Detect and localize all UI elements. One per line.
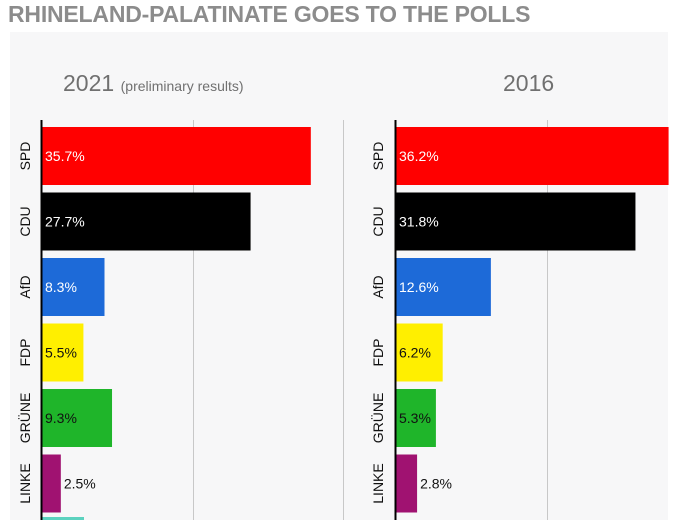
chart-2016-title: 2016 [503, 70, 554, 97]
category-label-linke: LINKE [370, 463, 386, 503]
bar-fdp [396, 323, 443, 382]
value-label-gruene: 5.3% [399, 410, 431, 426]
bar-partial-next [42, 517, 84, 520]
bar-afd [396, 258, 491, 316]
value-label-gruene: 9.3% [45, 410, 77, 426]
value-label-cdu: 31.8% [399, 214, 439, 230]
bar-spd [396, 127, 669, 185]
category-label-linke: LINKE [17, 463, 33, 503]
category-label-cdu: CDU [17, 206, 33, 236]
value-label-linke: 2.8% [420, 476, 452, 492]
category-label-spd: SPD [17, 142, 33, 171]
bar-afd [42, 258, 105, 316]
bar-spd [42, 127, 311, 185]
page-title: RHINELAND-PALATINATE GOES TO THE POLLS [8, 1, 531, 27]
category-label-spd: SPD [370, 142, 386, 171]
bar-cdu [396, 192, 636, 251]
category-label-afd: AfD [17, 275, 33, 298]
chart-2016: 36.2% SPD 31.8% CDU 12.6% AfD 6.2% FDP 5.3% GRÜNE… [369, 120, 669, 520]
value-label-afd: 8.3% [45, 279, 77, 295]
chart-2016-year: 2016 [503, 70, 555, 96]
bar-fdp [42, 323, 84, 382]
category-label-fdp: FDP [370, 339, 386, 367]
value-label-afd: 12.6% [399, 279, 439, 295]
value-label-spd: 36.2% [399, 148, 439, 164]
chart-2021-title: 2021 (preliminary results) [63, 70, 244, 97]
chart-2021-subtitle: (preliminary results) [120, 78, 244, 94]
category-label-gruene: GRÜNE [369, 393, 386, 444]
chart-2021: 35.7% SPD 27.7% CDU 8.3% AfD 5.5% FDP 9.3% GRÜNE 2… [16, 120, 344, 520]
bar-cdu [42, 192, 251, 251]
category-label-fdp: FDP [17, 339, 33, 367]
bar-gruene [396, 389, 436, 447]
chart-panel-background [10, 32, 668, 520]
value-label-fdp: 6.2% [399, 345, 431, 361]
value-label-fdp: 5.5% [45, 345, 77, 361]
chart-2021-year: 2021 [63, 70, 115, 96]
bar-gruene [42, 389, 113, 447]
value-label-linke: 2.5% [64, 476, 96, 492]
category-label-gruene: GRÜNE [16, 393, 33, 444]
bar-linke [42, 454, 61, 513]
value-label-cdu: 27.7% [45, 214, 85, 230]
value-label-spd: 35.7% [45, 148, 85, 164]
bar-linke [396, 454, 418, 513]
category-label-cdu: CDU [370, 206, 386, 236]
category-label-afd: AfD [370, 275, 386, 298]
